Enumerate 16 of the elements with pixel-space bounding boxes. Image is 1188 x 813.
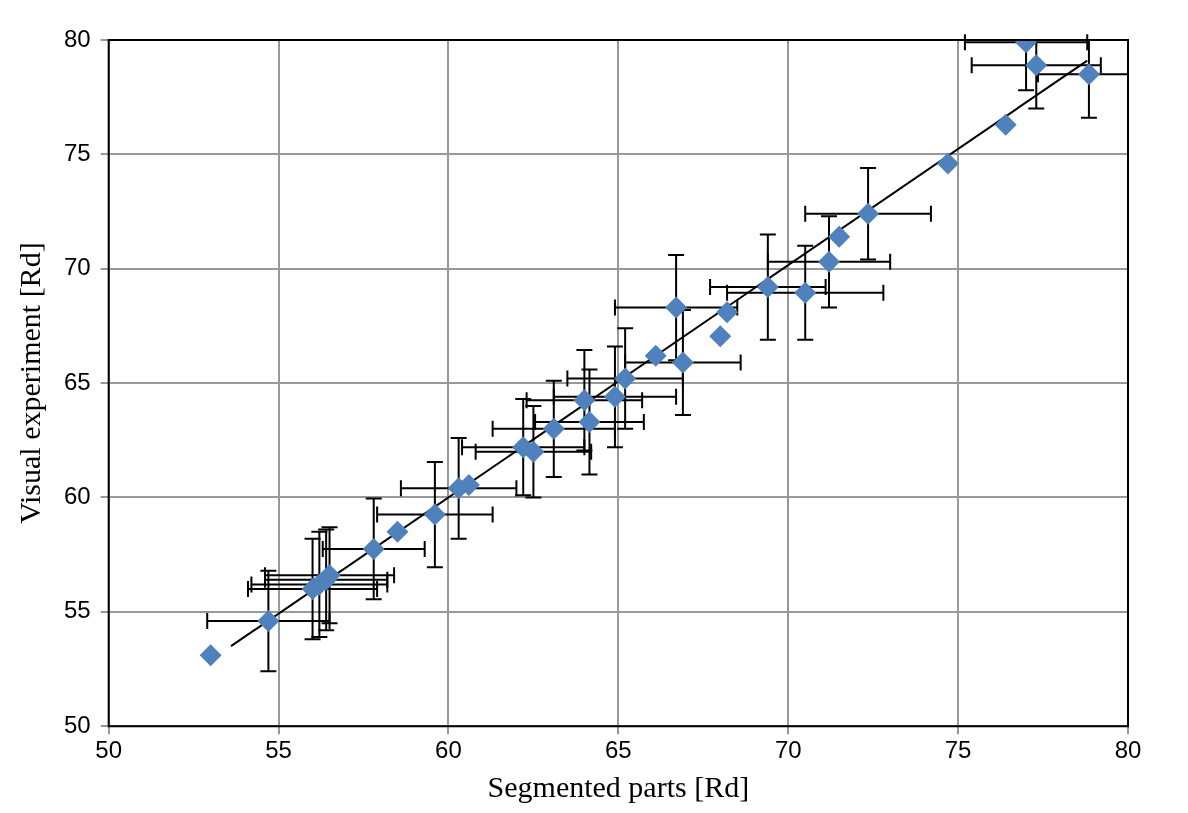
y-tick-label: 70 [63, 253, 91, 281]
y-tick-label: 50 [63, 710, 91, 738]
y-axis-title: Visual experiment [Rd] [12, 242, 46, 524]
x-tick-label: 70 [774, 736, 802, 764]
x-axis-title: Segmented parts [Rd] [487, 769, 750, 803]
x-tick-label: 55 [265, 736, 292, 764]
y-tick-label: 55 [63, 596, 91, 624]
x-tick-label: 50 [95, 736, 123, 764]
y-tick-label: 80 [63, 24, 91, 52]
x-tick-label: 75 [944, 736, 972, 764]
y-tick-label: 75 [63, 138, 91, 166]
y-tick-label: 60 [63, 482, 91, 510]
x-tick-label: 80 [1114, 736, 1142, 764]
x-tick-label: 65 [605, 736, 632, 764]
x-tick-label: 60 [435, 736, 462, 764]
y-tick-label: 65 [63, 367, 91, 395]
